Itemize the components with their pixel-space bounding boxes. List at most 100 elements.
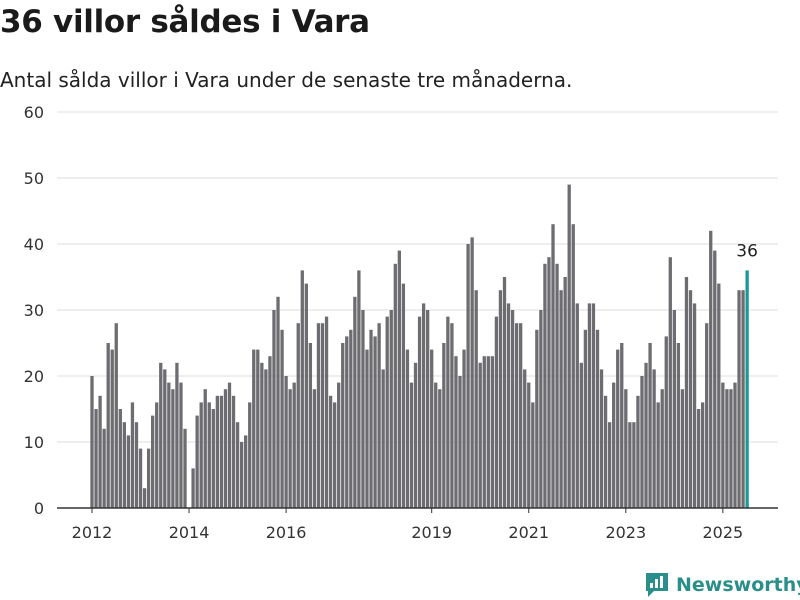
bar (118, 409, 122, 508)
bar (692, 303, 697, 508)
bar (482, 356, 486, 508)
bar (684, 277, 689, 508)
bar (264, 369, 268, 508)
bar (575, 303, 579, 508)
bar (442, 343, 446, 508)
bar (466, 244, 470, 508)
bar (296, 323, 300, 508)
x-tick-label: 2019 (411, 523, 452, 542)
bar (595, 329, 600, 508)
bar (272, 310, 276, 508)
bar (426, 310, 430, 508)
bar (227, 382, 232, 508)
bar (98, 395, 102, 508)
bar (130, 402, 135, 508)
bar (385, 316, 389, 508)
y-tick-label: 40 (24, 235, 44, 254)
bar (304, 283, 308, 508)
bar (680, 389, 685, 508)
bar (567, 184, 571, 508)
bar (446, 316, 450, 508)
bar (337, 382, 341, 508)
bar (603, 395, 608, 508)
bar (644, 362, 648, 508)
bar (612, 382, 616, 508)
bar (300, 270, 304, 508)
bar (183, 428, 187, 508)
bar (741, 290, 745, 508)
bar (203, 389, 207, 508)
bar (195, 415, 199, 508)
chart-title: 36 villor såldes i Vara (0, 4, 370, 40)
bar (167, 382, 171, 508)
bar (636, 395, 640, 508)
bar (563, 277, 567, 508)
bar (268, 356, 272, 508)
bar (672, 310, 676, 508)
bar (223, 389, 228, 508)
bar (155, 402, 159, 508)
chart-subtitle: Antal sålda villor i Vara under de senas… (0, 68, 573, 92)
bar (219, 395, 224, 508)
bar (543, 263, 547, 508)
bar (616, 349, 620, 508)
bar (138, 448, 143, 508)
bar (151, 415, 155, 508)
bar (506, 303, 511, 508)
x-tick-label: 2014 (169, 523, 210, 542)
bar (599, 369, 604, 508)
bar (207, 402, 211, 508)
bar (357, 270, 361, 508)
bar (729, 389, 733, 508)
bar (215, 395, 220, 508)
bar (478, 362, 482, 508)
bar (458, 376, 462, 508)
bar (191, 468, 195, 508)
bar (620, 343, 624, 508)
bar (235, 422, 240, 508)
bar (276, 296, 280, 508)
bar (401, 283, 406, 508)
bar (430, 349, 434, 508)
y-tick-label: 60 (24, 103, 44, 122)
bar (587, 303, 592, 508)
bar (409, 382, 414, 508)
bar (393, 263, 397, 508)
newsworthy-logo-text: Newsworthy (676, 574, 800, 596)
bar (474, 290, 478, 508)
bar (490, 356, 495, 508)
bar (248, 402, 252, 508)
bar (656, 402, 660, 508)
bar (324, 316, 329, 508)
bar (454, 356, 458, 508)
bar (175, 362, 179, 508)
bar (134, 422, 139, 508)
bar (231, 395, 236, 508)
bar (90, 376, 94, 508)
x-tick-label: 2021 (508, 523, 549, 542)
bar (397, 250, 401, 508)
bar (725, 389, 729, 508)
bar (527, 382, 531, 508)
x-tick-label: 2012 (72, 523, 113, 542)
newsworthy-logo: Newsworthy (644, 570, 800, 600)
bar (648, 343, 652, 508)
y-tick-label: 0 (34, 499, 44, 518)
bar-chart: 0 10 20 30 40 50 60 2012 2014 2016 2019 2021 2023 202… (24, 103, 778, 542)
bar (688, 290, 693, 508)
bar (579, 362, 583, 508)
x-tick-label: 2023 (605, 523, 646, 542)
bar (320, 323, 325, 508)
bar (106, 343, 110, 508)
bar (122, 422, 126, 508)
bar (470, 237, 474, 508)
bar (114, 323, 118, 508)
bar (700, 402, 705, 508)
bar (498, 290, 503, 508)
bar (239, 442, 244, 508)
bar (244, 435, 248, 508)
bar (211, 409, 215, 508)
x-tick-label: 2025 (703, 523, 744, 542)
y-tick-label: 30 (24, 301, 44, 320)
bar (696, 409, 701, 508)
